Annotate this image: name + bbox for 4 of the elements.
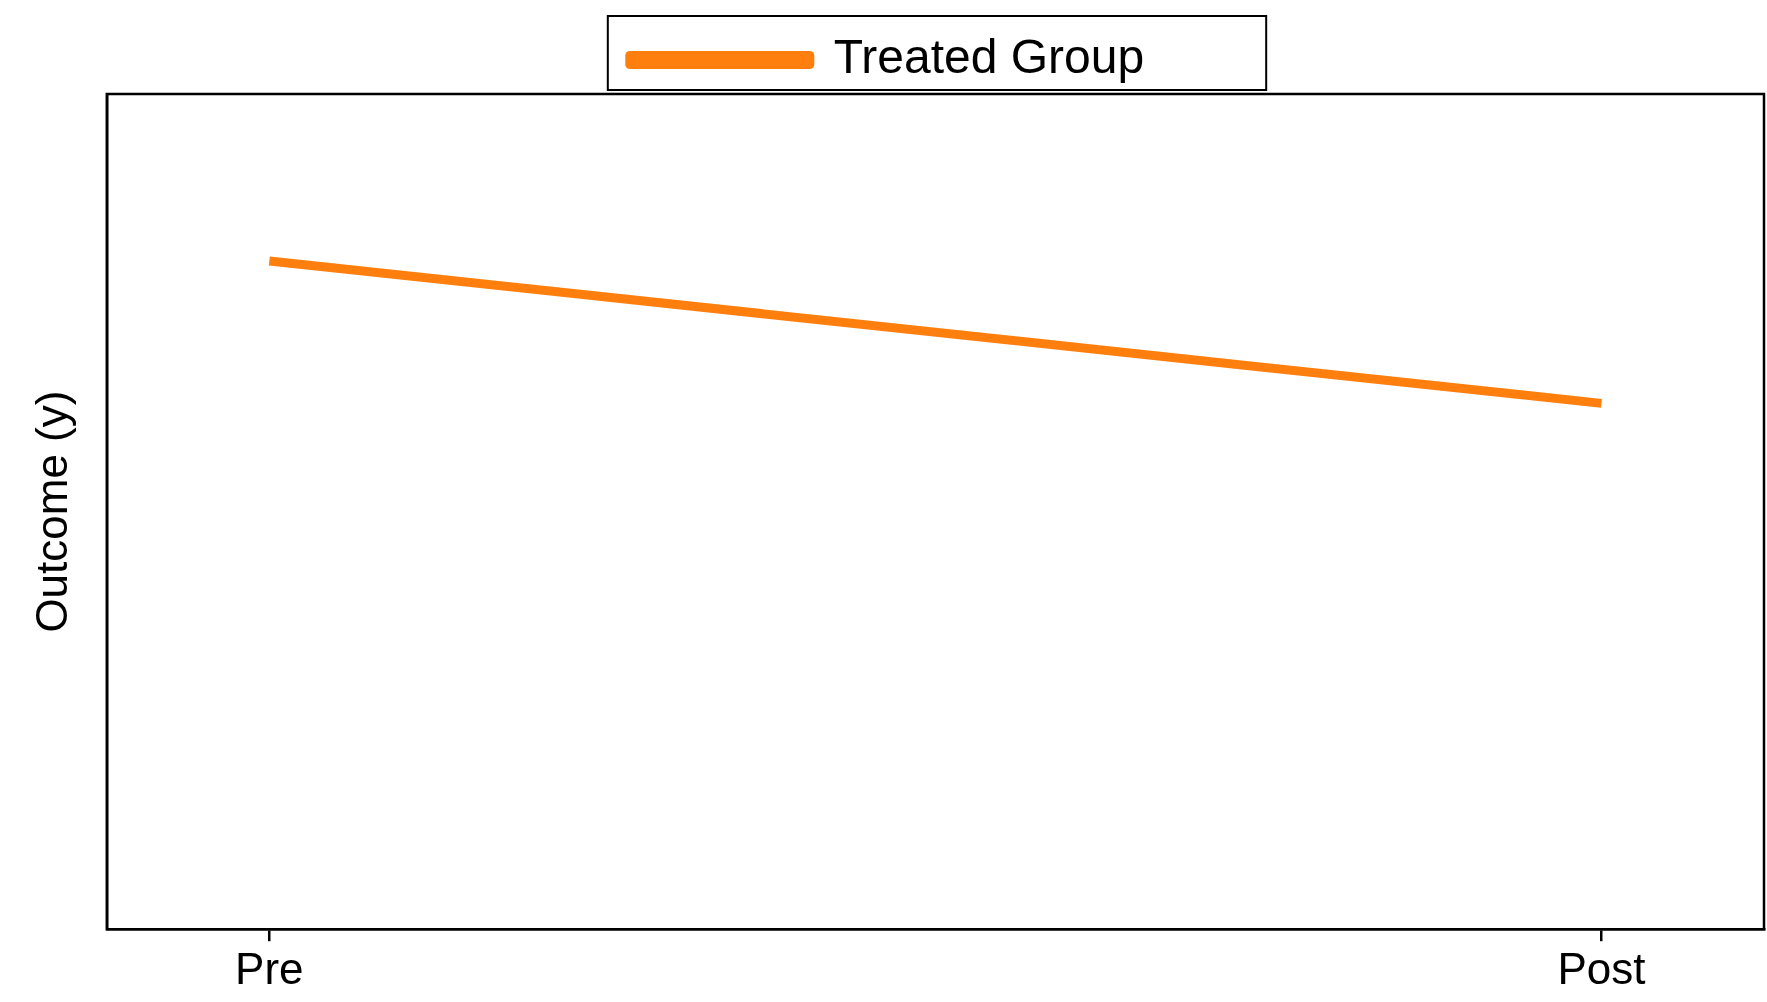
y-axis-title: Outcome (y) <box>26 390 76 633</box>
legend-label: Treated Group <box>833 30 1145 84</box>
x-tick-label: Pre <box>235 943 304 993</box>
x-tick-label: Post <box>1557 943 1646 993</box>
